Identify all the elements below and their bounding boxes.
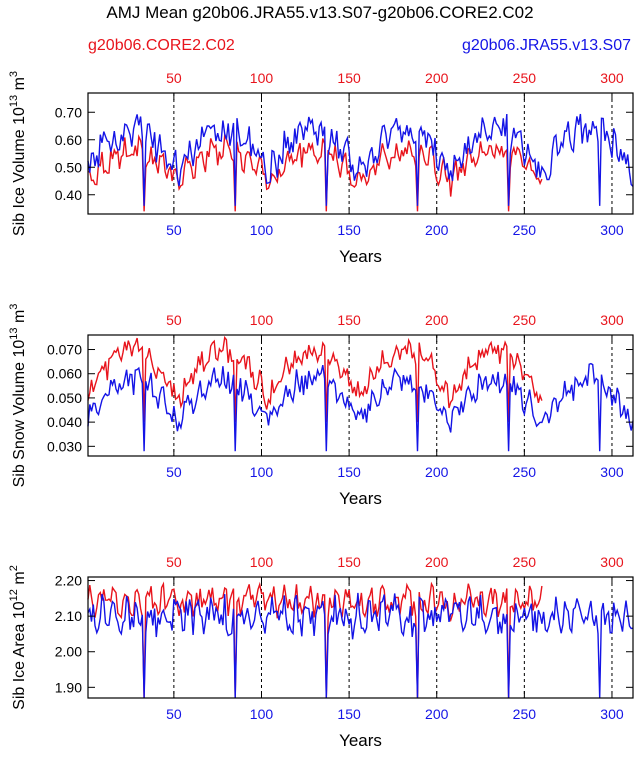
y-tick-label: 0.60 xyxy=(55,132,82,148)
x-axis-label: Years xyxy=(339,247,382,266)
series-line-red xyxy=(87,133,543,212)
legend-red-label: g20b06.CORE2.C02 xyxy=(88,37,235,54)
plot-frame xyxy=(87,334,634,457)
series-line-blue xyxy=(87,113,634,206)
top-tick-label: 150 xyxy=(337,70,361,86)
x-tick-label: 150 xyxy=(337,706,361,722)
x-tick-label: 50 xyxy=(166,222,182,238)
top-tick-label: 150 xyxy=(337,554,361,570)
x-tick-label: 300 xyxy=(600,464,624,480)
top-tick-label: 200 xyxy=(425,312,449,328)
y-tick-label: 0.050 xyxy=(47,390,82,406)
y-tick-label: 0.040 xyxy=(47,414,82,430)
top-tick-label: 50 xyxy=(166,554,182,570)
figure-title: AMJ Mean g20b06.JRA55.v13.S07-g20b06.COR… xyxy=(106,3,533,22)
x-tick-label: 250 xyxy=(513,222,537,238)
top-tick-label: 50 xyxy=(166,312,182,328)
top-tick-label: 300 xyxy=(600,312,624,328)
plot-frame xyxy=(87,576,634,699)
y-axis-label: Sib Snow Volume 1013 m3 xyxy=(8,304,28,488)
y-tick-label: 2.20 xyxy=(55,573,82,589)
top-tick-label: 50 xyxy=(166,70,182,86)
x-tick-label: 100 xyxy=(250,706,274,722)
panel-1: 0.40 0.50 0.60 0.70 50 100 150 200 250 300 50 100 15… xyxy=(8,70,634,266)
x-tick-label: 300 xyxy=(600,222,624,238)
top-tick-label: 250 xyxy=(513,70,537,86)
x-tick-label: 100 xyxy=(250,222,274,238)
top-tick-label: 300 xyxy=(600,554,624,570)
top-tick-label: 250 xyxy=(513,312,537,328)
top-tick-label: 100 xyxy=(250,554,274,570)
series-line-blue xyxy=(87,592,634,699)
y-tick-label: 0.070 xyxy=(47,342,82,358)
x-tick-label: 200 xyxy=(425,464,449,480)
x-tick-label: 250 xyxy=(513,706,537,722)
x-tick-label: 150 xyxy=(337,222,361,238)
y-tick-label: 0.50 xyxy=(55,159,82,175)
y-axis-label: Sib Ice Volume 1013 m3 xyxy=(8,71,28,236)
y-tick-label: 2.00 xyxy=(55,644,82,660)
y-tick-label: 1.90 xyxy=(55,679,82,695)
top-tick-label: 100 xyxy=(250,312,274,328)
legend-blue-label: g20b06.JRA55.v13.S07 xyxy=(462,37,631,54)
top-tick-label: 300 xyxy=(600,70,624,86)
x-tick-label: 50 xyxy=(166,706,182,722)
y-axis-label: Sib Ice Area 1012 m2 xyxy=(8,565,28,710)
x-tick-label: 200 xyxy=(425,222,449,238)
y-tick-label: 2.10 xyxy=(55,608,82,624)
series-line-blue xyxy=(87,362,634,452)
series-line-red xyxy=(87,581,543,699)
y-tick-label: 0.030 xyxy=(47,438,82,454)
top-tick-label: 100 xyxy=(250,70,274,86)
x-axis-label: Years xyxy=(339,489,382,508)
top-tick-label: 250 xyxy=(513,554,537,570)
x-tick-label: 100 xyxy=(250,464,274,480)
top-tick-label: 200 xyxy=(425,70,449,86)
x-tick-label: 250 xyxy=(513,464,537,480)
x-axis-label: Years xyxy=(339,731,382,750)
y-tick-label: 0.060 xyxy=(47,366,82,382)
series-line-red xyxy=(87,335,543,423)
panel-2: 0.030 0.040 0.050 0.060 0.070 50 100 150 200 250 3… xyxy=(8,304,634,508)
x-tick-label: 200 xyxy=(425,706,449,722)
y-tick-label: 0.40 xyxy=(55,187,82,203)
panels: 0.40 0.50 0.60 0.70 50 100 150 200 250 300 50 100 15… xyxy=(8,70,634,750)
x-tick-label: 300 xyxy=(600,706,624,722)
x-tick-label: 50 xyxy=(166,464,182,480)
panel-3: 1.90 2.00 2.10 2.20 50 100 150 200 250 300 50 100 15… xyxy=(8,554,634,750)
plot-frame xyxy=(87,92,634,215)
y-tick-label: 0.70 xyxy=(55,104,82,120)
top-tick-label: 150 xyxy=(337,312,361,328)
x-tick-label: 150 xyxy=(337,464,361,480)
top-tick-label: 200 xyxy=(425,554,449,570)
